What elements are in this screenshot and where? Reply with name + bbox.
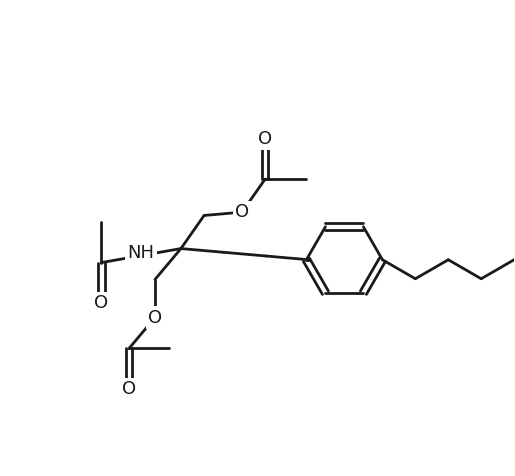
Text: O: O bbox=[122, 380, 136, 398]
Text: NH: NH bbox=[128, 245, 154, 262]
Text: O: O bbox=[235, 203, 249, 221]
Text: O: O bbox=[148, 308, 162, 327]
Text: O: O bbox=[258, 129, 272, 148]
Text: O: O bbox=[94, 294, 109, 312]
